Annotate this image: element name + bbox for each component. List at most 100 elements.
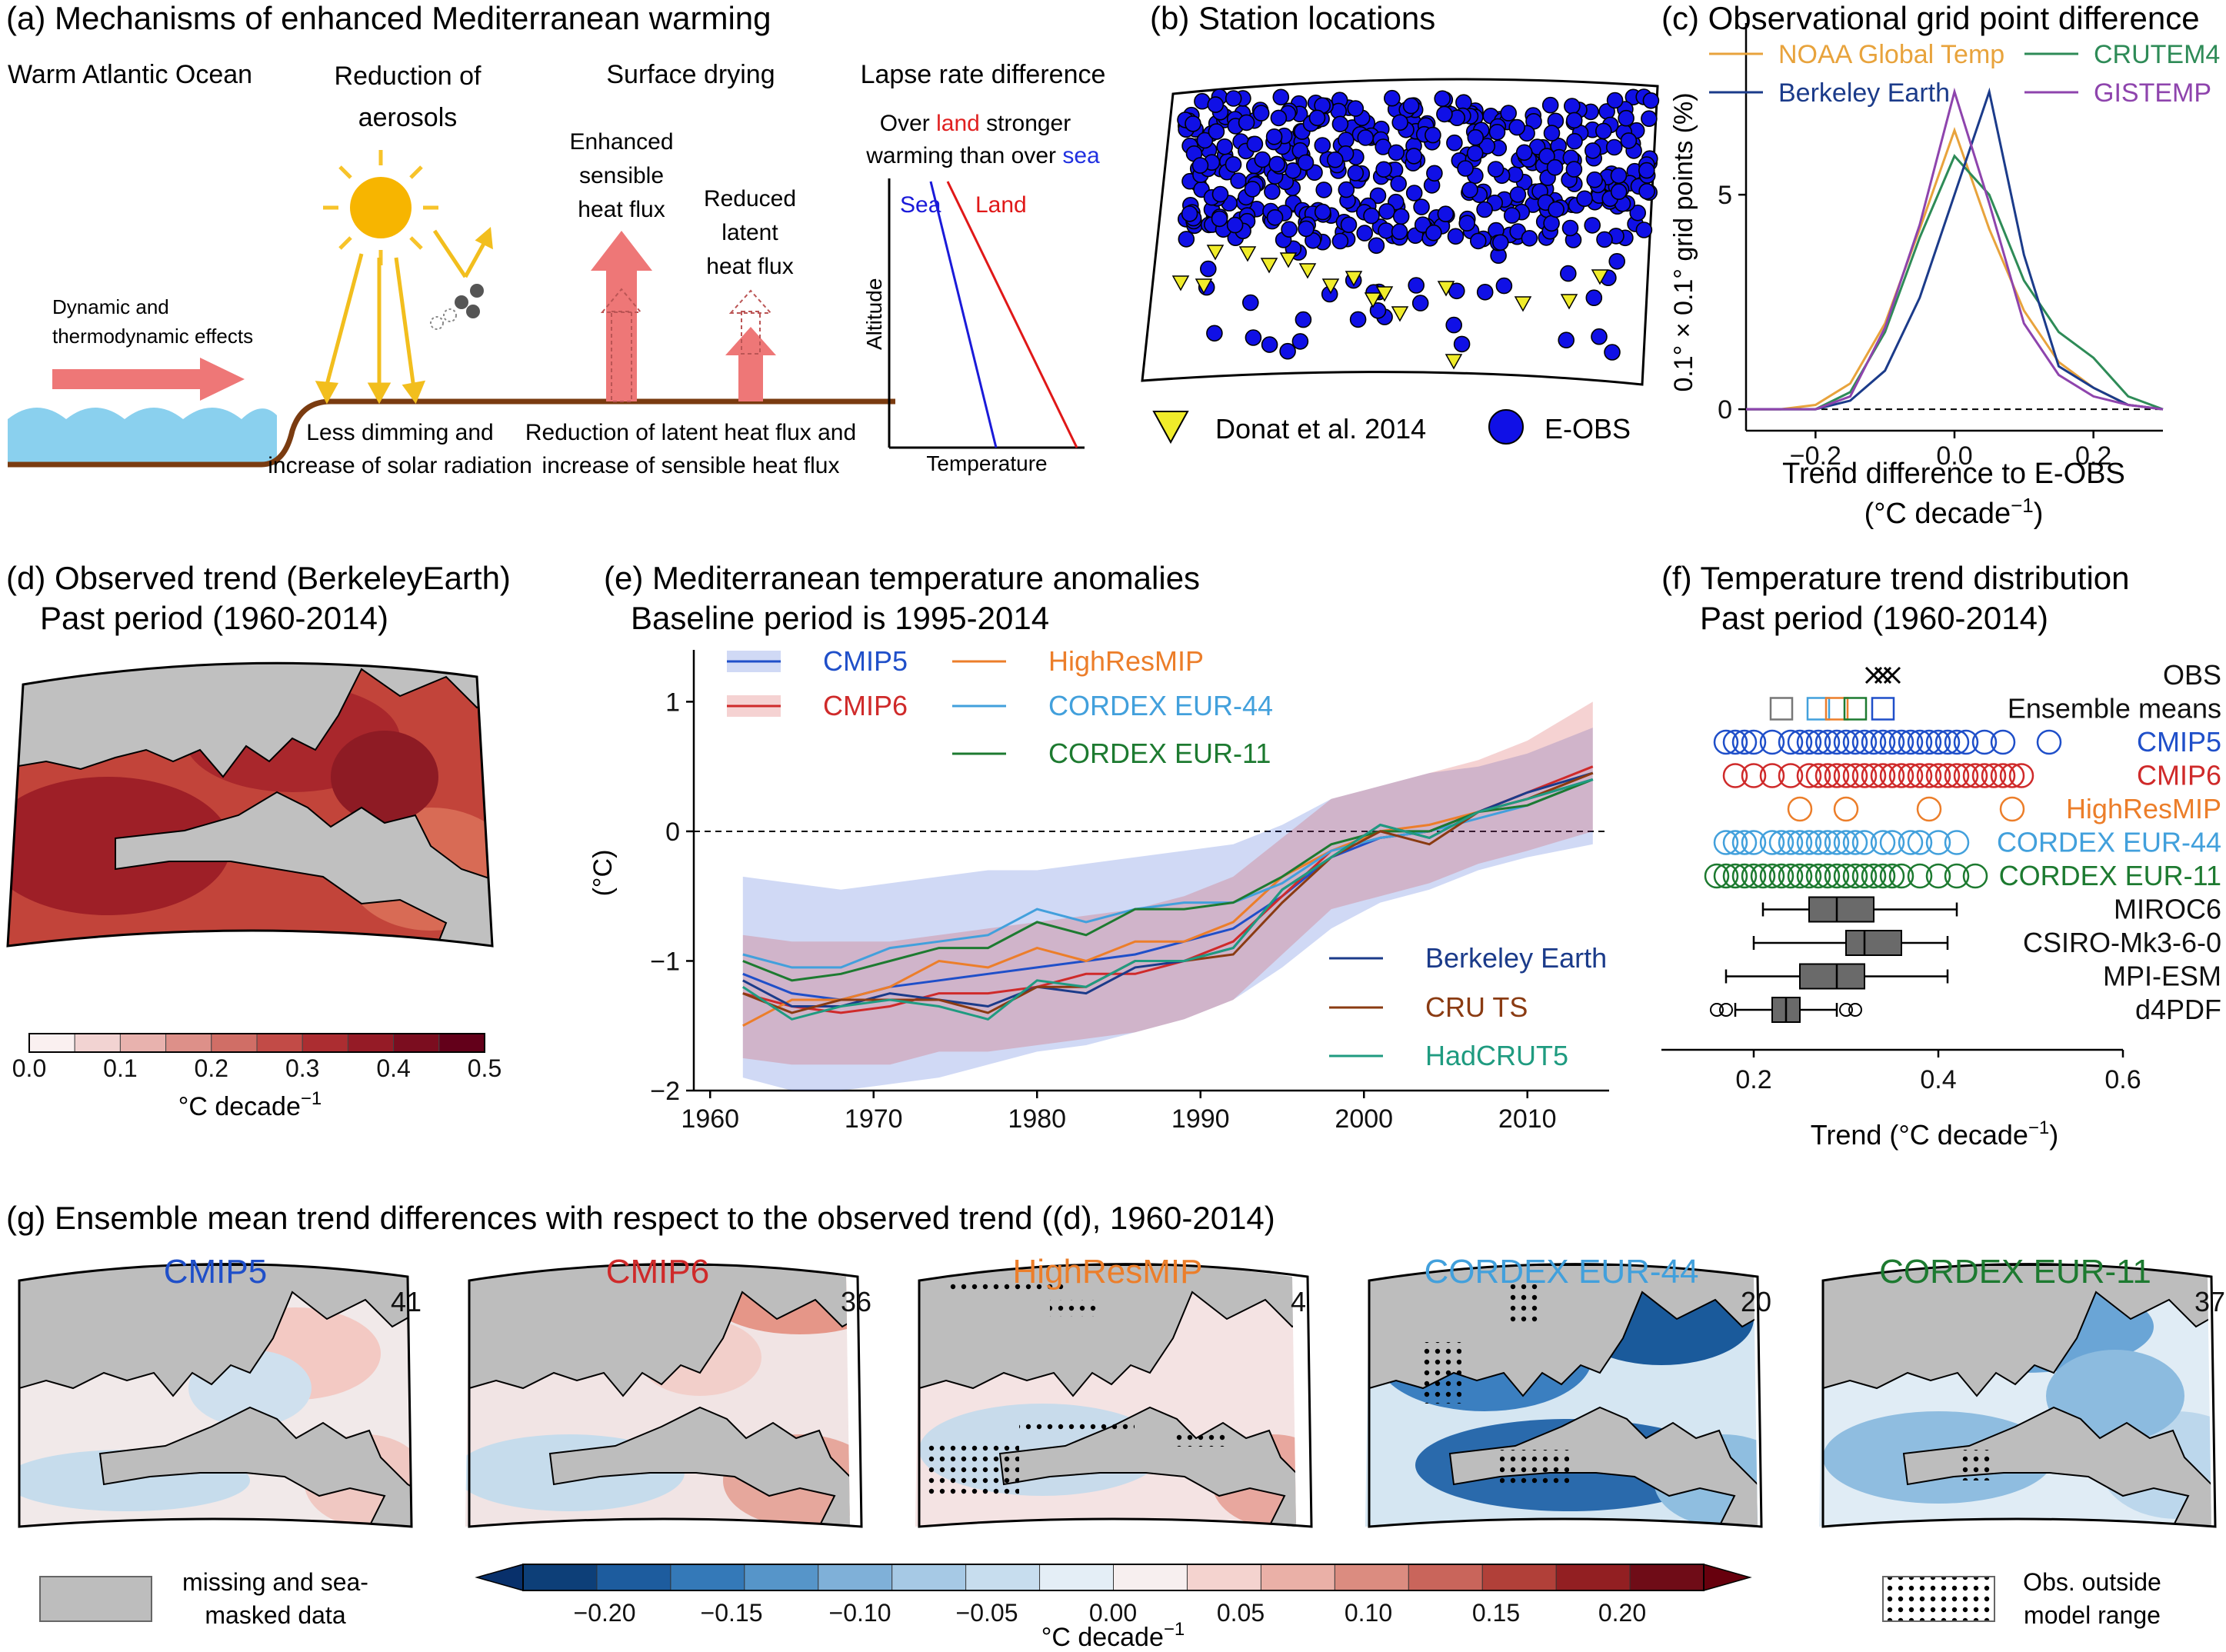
panel-f-member-marker bbox=[1879, 863, 1905, 889]
panel-g-colorbar-tick: 0.00 bbox=[1089, 1599, 1137, 1627]
panel-f-member-marker bbox=[1731, 729, 1758, 755]
eobs-station-marker bbox=[1181, 205, 1198, 222]
sensible-label-3: heat flux bbox=[578, 197, 665, 222]
panel-f-member-marker bbox=[1787, 830, 1813, 855]
map-stippling bbox=[927, 1442, 1019, 1496]
panel-f-member-marker bbox=[1778, 830, 1804, 855]
panel-f-flier bbox=[1848, 1003, 1862, 1017]
eobs-station-marker bbox=[1426, 165, 1443, 182]
legend-donat: Donat et al. 2014 bbox=[1152, 411, 1426, 445]
trend-diff-map bbox=[1365, 1264, 1758, 1527]
panel-f-x-tick-label: 0.6 bbox=[2104, 1065, 2141, 1094]
donat-station-marker bbox=[1437, 281, 1455, 297]
panel-d-colorbar-tick: 0.4 bbox=[376, 1054, 410, 1082]
panel-d-colorbar-segment bbox=[302, 1033, 348, 1053]
map-title: HighResMIP bbox=[1013, 1253, 1203, 1291]
panel-g-colorbar-segment bbox=[744, 1564, 819, 1591]
donat-label: Donat et al. 2014 bbox=[1215, 413, 1426, 445]
panel-e-series-line bbox=[741, 778, 1594, 1021]
panel-f-x-tick-label: 0.2 bbox=[1735, 1065, 1771, 1094]
map-land bbox=[19, 1264, 412, 1527]
temperature-label: Temperature bbox=[926, 451, 1047, 475]
panel-f-member-marker bbox=[1888, 763, 1914, 788]
panel-d-colorbar-segment bbox=[438, 1033, 485, 1053]
panel-f-member-marker bbox=[1888, 729, 1914, 755]
map-frame bbox=[468, 1263, 863, 1528]
panel-f-flier bbox=[1839, 1003, 1853, 1017]
eobs-station-marker bbox=[1561, 219, 1579, 237]
panel-f-member-marker bbox=[1916, 796, 1942, 822]
panel-e: (e) Mediterranean temperature anomalies … bbox=[588, 560, 1609, 1134]
observed-trend-map bbox=[8, 663, 492, 946]
eobs-station-marker bbox=[1509, 186, 1527, 203]
obs-outside-label-1: Obs. outside bbox=[2023, 1568, 2161, 1596]
eobs-station-marker bbox=[1196, 132, 1214, 149]
eobs-station-marker bbox=[1586, 171, 1603, 188]
eobs-station-marker bbox=[1405, 148, 1422, 165]
eobs-station-marker bbox=[1445, 316, 1462, 334]
panel-g-colorbar-extend-high bbox=[1703, 1564, 1752, 1591]
eobs-station-marker bbox=[1560, 265, 1577, 282]
panel-a: (a) Mechanisms of enhanced Mediterranean… bbox=[6, 0, 1105, 478]
panel-e-plot: 1960 1970 1980 1990 2000 2010 −2 −1 0 1 CMIP5 CMIP6… bbox=[650, 645, 1609, 1134]
panel-e-x-tick-label: 1990 bbox=[1171, 1104, 1230, 1134]
panel-g-colorbar-tick: −0.15 bbox=[701, 1599, 763, 1627]
eobs-station-marker bbox=[1606, 92, 1624, 109]
panel-d-colorbar-segment bbox=[393, 1033, 440, 1053]
panel-f-member-marker bbox=[1990, 763, 2016, 788]
donat-station-marker bbox=[1445, 354, 1463, 370]
land-mass bbox=[8, 663, 492, 946]
missing-label-1: missing and sea- bbox=[182, 1568, 368, 1596]
panel-d-colorbar-segment bbox=[347, 1033, 395, 1053]
panel-f-member-marker bbox=[1750, 863, 1776, 889]
eobs-station-marker bbox=[1618, 109, 1635, 127]
panel-f-ensemble-mean-marker bbox=[1769, 697, 1794, 721]
eobs-station-marker bbox=[1565, 112, 1583, 129]
panel-c-plot: −0.2 0.0 0.2 0 5 NOAA Global Temp CRUTEM4 Berke… bbox=[1709, 23, 2220, 471]
panel-g-colorbar-segment bbox=[1113, 1564, 1188, 1591]
donat-station-marker bbox=[1260, 258, 1278, 274]
panel-f-member-marker bbox=[1759, 830, 1785, 855]
eobs-station-marker bbox=[1608, 252, 1625, 270]
panel-e-legend-label: Berkeley Earth bbox=[1425, 942, 1607, 974]
eobs-station-marker bbox=[1495, 277, 1513, 295]
panel-e-x-tick-label: 1970 bbox=[845, 1104, 903, 1134]
panel-f-member-marker bbox=[1842, 729, 1868, 755]
panel-e-ylabel: (°C) bbox=[588, 850, 618, 897]
map-land bbox=[918, 1264, 1296, 1527]
eobs-station-marker bbox=[1541, 96, 1559, 114]
map-stippling bbox=[1019, 1419, 1135, 1434]
eobs-station-marker bbox=[1185, 115, 1201, 132]
eobs-station-marker bbox=[1629, 204, 1646, 221]
eobs-station-marker bbox=[1548, 201, 1565, 218]
latent-label-1: Reduced bbox=[704, 186, 796, 211]
panel-g-colorbar-tick: −0.10 bbox=[829, 1599, 891, 1627]
panel-d-cbar-label: °C decade−1 bbox=[178, 1088, 322, 1121]
panel-f-flier bbox=[1719, 1003, 1733, 1017]
eobs-station-marker bbox=[1405, 185, 1423, 202]
panel-f-row-label: HighResMIP bbox=[2066, 793, 2221, 824]
aerosols-label-1: Reduction of bbox=[335, 62, 482, 91]
map-model-count: 36 bbox=[841, 1286, 871, 1317]
panel-e-y-tick-label: −2 bbox=[650, 1077, 680, 1106]
panel-g-colorbar-tick: 0.15 bbox=[1472, 1599, 1520, 1627]
panel-f-member-marker bbox=[1805, 763, 1831, 788]
panel-e-legend-label: CMIP5 bbox=[823, 645, 908, 677]
panel-e-x-tick-label: 1980 bbox=[1008, 1104, 1066, 1134]
panel-f-member-marker bbox=[1796, 763, 1822, 788]
panel-g-maps: CMIP5 41 CMIP6 36 HighResMIP 4 CORDEX EUR-44 20… bbox=[18, 1253, 2225, 1528]
panel-f-member-marker bbox=[1814, 830, 1841, 855]
panel-g-colorbar-frame bbox=[522, 1564, 1704, 1591]
eobs-station-marker bbox=[1252, 105, 1270, 122]
panel-f-member-marker bbox=[1962, 763, 1988, 788]
panel-g-colorbar-segment bbox=[1629, 1564, 1704, 1591]
donat-station-marker bbox=[1364, 292, 1382, 308]
panel-d-colorbar-segment bbox=[74, 1033, 121, 1053]
eobs-station-marker bbox=[1543, 215, 1560, 232]
panel-c-xlabel: Trend difference to E-OBS bbox=[1782, 458, 2125, 490]
eobs-station-marker bbox=[1347, 165, 1365, 182]
eobs-station-marker bbox=[1392, 208, 1410, 225]
panel-f-member-marker bbox=[1805, 863, 1831, 889]
eobs-station-marker bbox=[1487, 161, 1505, 178]
panel-f-member-marker bbox=[1842, 863, 1868, 889]
